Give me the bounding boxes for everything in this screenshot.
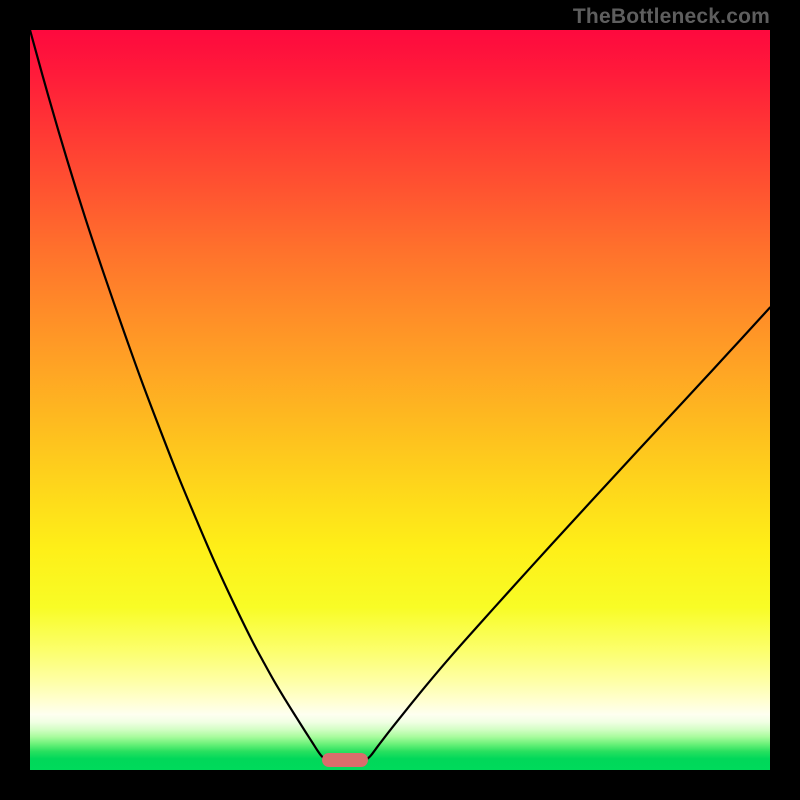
plot-area [30, 30, 770, 770]
outer-frame: TheBottleneck.com [0, 0, 800, 800]
bottleneck-curve [30, 30, 770, 770]
watermark-text: TheBottleneck.com [573, 5, 770, 29]
optimal-marker [322, 753, 368, 767]
